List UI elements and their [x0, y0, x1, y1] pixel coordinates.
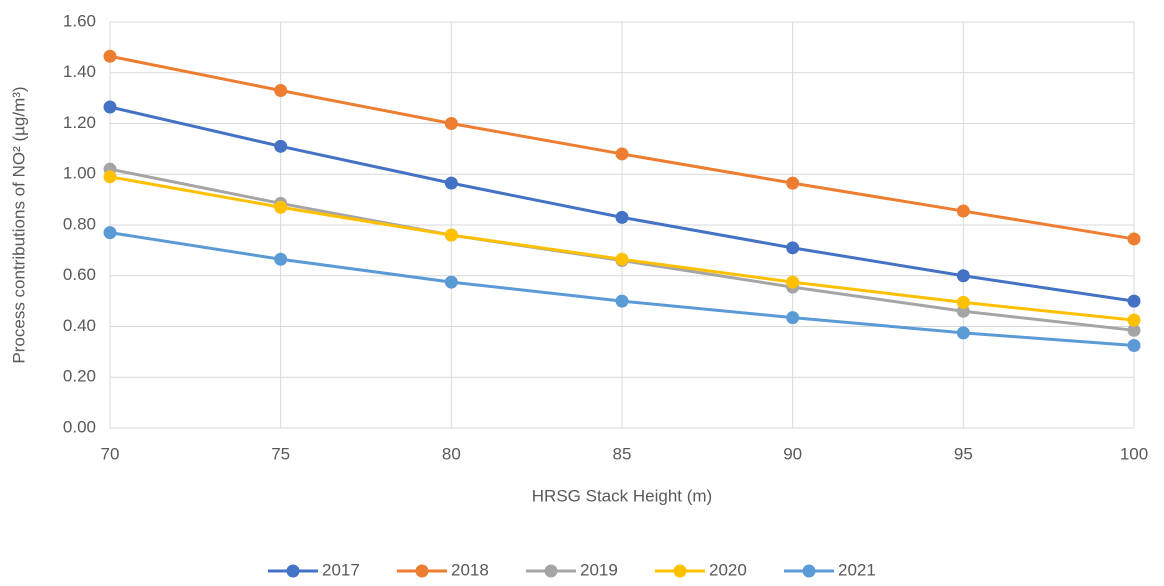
data-point	[1127, 323, 1141, 337]
data-point	[956, 269, 970, 283]
legend-label: 2020	[709, 560, 747, 579]
y-tick-label: 1.40	[63, 62, 96, 81]
x-tick-label: 85	[613, 444, 632, 463]
data-point	[956, 326, 970, 340]
data-point	[444, 228, 458, 242]
data-point	[444, 176, 458, 190]
data-point	[786, 275, 800, 289]
y-tick-label: 1.00	[63, 164, 96, 183]
data-point	[1127, 339, 1141, 353]
legend-label: 2019	[580, 560, 618, 579]
y-tick-label: 0.80	[63, 214, 96, 233]
legend-marker	[802, 564, 816, 578]
legend-marker	[544, 564, 558, 578]
data-point	[274, 200, 288, 214]
data-point	[274, 84, 288, 98]
y-tick-label: 1.60	[63, 11, 96, 30]
data-point	[786, 241, 800, 255]
data-point	[615, 210, 629, 224]
data-point	[956, 204, 970, 218]
x-tick-label: 75	[271, 444, 290, 463]
y-axis-label: Process contributions of NO² (µg/m³)	[9, 86, 28, 363]
data-point	[103, 226, 117, 240]
legend-label: 2018	[451, 560, 489, 579]
data-point	[615, 252, 629, 266]
x-tick-label: 90	[783, 444, 802, 463]
data-point	[786, 176, 800, 190]
data-point	[956, 304, 970, 318]
data-point	[956, 295, 970, 309]
x-tick-label: 95	[954, 444, 973, 463]
data-point	[444, 117, 458, 130]
data-point	[274, 139, 288, 153]
x-tick-label: 70	[101, 444, 120, 463]
legend-label: 2017	[322, 560, 360, 579]
data-point	[1127, 313, 1141, 327]
data-point	[274, 252, 288, 266]
data-point	[103, 49, 117, 63]
data-point	[615, 147, 629, 161]
data-point	[786, 311, 800, 325]
legend-label: 2021	[838, 560, 876, 579]
data-point	[1127, 294, 1141, 308]
legend-marker	[415, 564, 429, 578]
data-point	[103, 100, 117, 114]
y-tick-label: 0.60	[63, 265, 96, 284]
x-tick-label: 100	[1120, 444, 1148, 463]
y-tick-label: 0.20	[63, 367, 96, 386]
x-tick-label: 80	[442, 444, 461, 463]
x-axis-label: HRSG Stack Height (m)	[532, 486, 712, 505]
legend-marker	[673, 564, 687, 578]
y-tick-label: 0.40	[63, 316, 96, 335]
data-point	[444, 275, 458, 289]
data-point	[1127, 232, 1141, 246]
data-point	[103, 170, 117, 184]
y-tick-label: 1.20	[63, 113, 96, 132]
y-tick-label: 0.00	[63, 417, 96, 436]
legend-marker	[286, 564, 300, 578]
data-point	[615, 294, 629, 308]
